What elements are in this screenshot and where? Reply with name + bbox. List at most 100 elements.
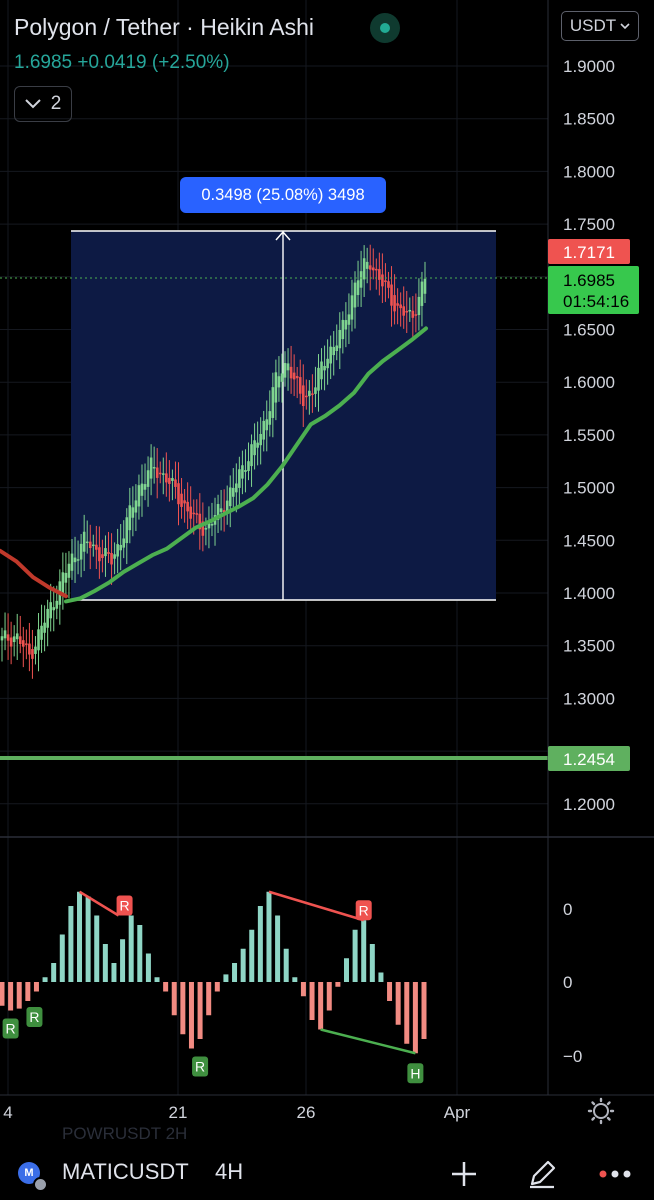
candle-body bbox=[104, 548, 107, 557]
candle-body bbox=[131, 507, 135, 518]
price-quote: 1.6985 +0.0419 (+2.50%) bbox=[14, 52, 230, 74]
candle-body bbox=[79, 543, 83, 560]
histogram-bar bbox=[25, 982, 31, 1001]
indicators-toggle-button[interactable]: 2 bbox=[14, 86, 72, 122]
candle-body bbox=[82, 531, 86, 552]
histogram-bar bbox=[206, 982, 212, 1016]
price-axis[interactable]: 1.9000 1.8500 1.8000 1.7500 1.6500 1.6000 1.55… bbox=[563, 57, 615, 814]
plus-icon[interactable] bbox=[446, 1156, 482, 1192]
candle-body bbox=[402, 306, 405, 316]
histogram-bar bbox=[404, 982, 410, 1044]
candle-body bbox=[165, 473, 168, 483]
oscillator-tick-label: −0 bbox=[563, 1047, 582, 1066]
pencil-icon[interactable] bbox=[524, 1156, 560, 1192]
histogram-bar bbox=[197, 982, 203, 1039]
candle-body bbox=[283, 363, 287, 378]
candle-body bbox=[134, 500, 138, 513]
measure-arrow-head bbox=[275, 230, 291, 241]
divergence-marker-label: R bbox=[120, 898, 130, 914]
more-options-icon[interactable] bbox=[597, 1156, 633, 1192]
histogram-bar bbox=[283, 948, 289, 982]
histogram-bar bbox=[163, 982, 169, 992]
candle-body bbox=[180, 493, 183, 507]
price-tick-label: 1.8500 bbox=[563, 110, 615, 129]
candle-body bbox=[149, 457, 153, 479]
candle-body bbox=[314, 387, 317, 394]
time-tick-label: Apr bbox=[444, 1103, 471, 1122]
candle-body bbox=[192, 512, 196, 515]
histogram-bar bbox=[16, 982, 22, 1009]
candle-body bbox=[158, 472, 162, 475]
histogram-bar bbox=[102, 944, 108, 982]
bearish-divergence-line bbox=[268, 890, 365, 922]
candle-body bbox=[98, 547, 101, 562]
candle-body bbox=[22, 640, 25, 647]
candle-body bbox=[341, 319, 345, 340]
histogram-bar bbox=[343, 958, 349, 982]
candle-body bbox=[125, 517, 129, 544]
market-status-icon[interactable] bbox=[370, 13, 400, 43]
last-price: 1.6985 bbox=[14, 52, 73, 73]
candle-body bbox=[64, 572, 68, 583]
candle-body bbox=[225, 500, 229, 512]
candle-body bbox=[9, 637, 13, 647]
price-tick-label: 1.6000 bbox=[563, 373, 615, 392]
candle-body bbox=[262, 420, 266, 440]
histogram-bar bbox=[42, 977, 48, 982]
candle-body bbox=[70, 553, 74, 571]
candle-body bbox=[146, 470, 150, 487]
candle-body bbox=[231, 487, 235, 497]
time-axis[interactable]: 4 21 26 Apr bbox=[3, 1103, 470, 1122]
histogram-bar bbox=[68, 906, 74, 982]
candle-body bbox=[256, 442, 259, 448]
histogram-bar bbox=[361, 920, 367, 982]
price-change-pct: (+2.50%) bbox=[151, 52, 230, 73]
current-price-badge: 1.6985 bbox=[563, 271, 615, 290]
oscillator-histogram bbox=[0, 891, 427, 1054]
candle-body bbox=[216, 504, 220, 520]
histogram-bar bbox=[223, 974, 229, 982]
candle-body bbox=[238, 469, 241, 488]
histogram-bar bbox=[240, 948, 246, 982]
oscillator-tick-label: 0 bbox=[563, 900, 572, 919]
divergence-marker-label: R bbox=[29, 1009, 39, 1025]
hline-price-badge-bg bbox=[548, 746, 630, 771]
candle-body bbox=[137, 485, 141, 507]
price-tick-label: 1.3000 bbox=[563, 689, 615, 708]
histogram-bar bbox=[309, 982, 315, 1020]
histogram-bar bbox=[94, 915, 100, 982]
candle-body bbox=[253, 440, 256, 456]
time-tick-label: 26 bbox=[297, 1103, 316, 1122]
histogram-bar bbox=[300, 982, 306, 997]
candle-body bbox=[155, 467, 159, 478]
oscillator-tick-label: 0 bbox=[563, 973, 572, 992]
candle-body bbox=[247, 461, 250, 471]
settings-gear-icon[interactable] bbox=[587, 1097, 615, 1125]
histogram-bar bbox=[59, 934, 65, 982]
price-tick-label: 1.7500 bbox=[563, 215, 615, 234]
candle-body bbox=[228, 487, 232, 507]
histogram-bar bbox=[232, 963, 238, 982]
divergence-marker-bg bbox=[355, 900, 372, 921]
price-tick-label: 1.4500 bbox=[563, 531, 615, 550]
price-change: +0.0419 bbox=[77, 52, 147, 73]
chart-title[interactable]: Polygon / Tether · Heikin Ashi bbox=[14, 14, 315, 40]
candle-body bbox=[28, 643, 31, 655]
candle-body bbox=[49, 602, 52, 619]
candle-body bbox=[40, 625, 43, 640]
candle-body bbox=[420, 281, 424, 306]
histogram-bar bbox=[51, 963, 57, 982]
divergence-marker-bg bbox=[2, 1018, 19, 1039]
candle-body bbox=[332, 346, 336, 356]
bullish-divergence-line bbox=[320, 1028, 416, 1055]
candle-body bbox=[52, 607, 56, 611]
currency-select[interactable]: USDT bbox=[561, 11, 639, 41]
candle-body bbox=[198, 513, 202, 530]
symbol-search-button[interactable]: MATICUSDT bbox=[62, 1159, 189, 1184]
histogram-bar bbox=[275, 915, 281, 982]
histogram-bar bbox=[111, 963, 117, 982]
candle-body bbox=[362, 258, 366, 280]
interval-button[interactable]: 4H bbox=[215, 1159, 244, 1184]
